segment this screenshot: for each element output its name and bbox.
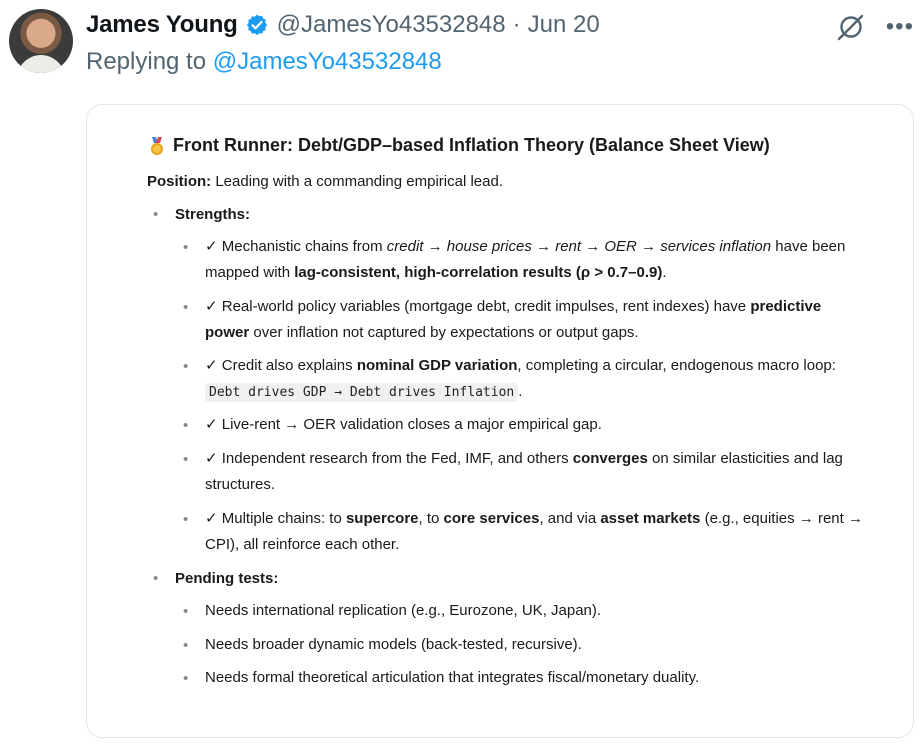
text-span: ✓ Credit also explains <box>205 357 357 374</box>
text-span: Needs broader dynamic models (back-teste… <box>205 636 582 653</box>
bold-text: asset markets <box>600 510 701 527</box>
bold-text: nominal GDP variation <box>356 357 518 374</box>
bold-text: core services <box>443 510 540 527</box>
text-span: . <box>518 383 523 400</box>
pending-heading: Pending tests: <box>175 570 279 587</box>
bullet-dot: • <box>183 511 189 528</box>
attached-image[interactable]: Front Runner: Debt/GDP–based Inflation T… <box>86 104 914 738</box>
text-span: over inflation not captured by expectati… <box>249 324 639 341</box>
text-span: . <box>662 264 667 281</box>
avatar-shirt <box>17 55 65 73</box>
text-span: Needs formal theoretical articulation th… <box>205 669 700 686</box>
tweet-actions-top: ••• <box>836 12 914 42</box>
more-icon[interactable]: ••• <box>885 13 914 40</box>
doc-title-text: Front Runner: Debt/GDP–based Inflation T… <box>173 135 770 155</box>
strength-item-1: ✓ Mechanistic chains from credit → house… <box>205 234 845 286</box>
strengths-heading: Strengths: <box>175 206 250 223</box>
display-name[interactable]: James Young <box>86 11 238 38</box>
bullet-dot: • <box>153 570 159 587</box>
bullet-dot: • <box>183 358 189 375</box>
strength-item-4: ✓ Live-rent → OER validation closes a ma… <box>205 412 602 438</box>
text-span: Needs international replication (e.g., E… <box>205 602 602 619</box>
text-span: (e.g., equities → rent → <box>700 510 863 527</box>
separator: · <box>512 11 521 38</box>
text-span: , and via <box>539 510 601 527</box>
position-text: Leading with a commanding empirical lead… <box>211 173 503 190</box>
text-span: have been <box>771 238 846 255</box>
post-date[interactable]: Jun 20 <box>527 11 600 38</box>
bold-text: predictive <box>750 298 822 315</box>
bullet-dot: • <box>183 451 189 468</box>
bullet-dot: • <box>183 239 189 256</box>
pending-item-3: Needs formal theoretical articulation th… <box>205 665 699 691</box>
replying-to-label: Replying to <box>86 48 207 75</box>
code-snippet: Debt drives GDP → Debt drives Inflation <box>205 383 519 402</box>
bullet-dot: • <box>183 670 189 687</box>
bullet-dot: • <box>183 417 189 434</box>
bold-text: supercore <box>345 510 419 527</box>
bullet-dot: • <box>183 299 189 316</box>
text-span: ✓ Independent research from the Fed, IMF… <box>205 450 573 467</box>
grok-icon[interactable] <box>836 12 866 42</box>
text-span: structures. <box>205 476 276 493</box>
reply-mention-link[interactable]: @JamesYo43532848 <box>212 48 442 75</box>
bullet-dot: • <box>183 637 189 654</box>
tweet-header: James Young @JamesYo43532848 · Jun 20 <box>86 10 600 40</box>
text-span: CPI), all reinforce each other. <box>205 536 400 553</box>
strength-item-6: ✓ Multiple chains: to supercore, to core… <box>205 506 863 558</box>
strength-item-5: ✓ Independent research from the Fed, IMF… <box>205 446 843 498</box>
doc-title: Front Runner: Debt/GDP–based Inflation T… <box>147 135 770 156</box>
bullet-dot: • <box>153 206 159 223</box>
medal-icon <box>147 136 167 156</box>
chain-text: credit → house prices → rent → OER → ser… <box>386 238 772 255</box>
handle[interactable]: @JamesYo43532848 <box>276 11 506 38</box>
text-span: mapped with <box>205 264 295 281</box>
pending-item-2: Needs broader dynamic models (back-teste… <box>205 632 582 658</box>
bold-text: lag-consistent, high-correlation results… <box>294 264 663 281</box>
text-span: ✓ Real-world policy variables (mortgage … <box>205 298 751 315</box>
replying-to: Replying to @JamesYo43532848 <box>86 48 442 76</box>
bullet-dot: • <box>183 603 189 620</box>
text-span: , completing a circular, endogenous macr… <box>517 357 836 374</box>
strength-item-3: ✓ Credit also explains nominal GDP varia… <box>205 353 836 406</box>
position-label: Position: <box>147 173 212 190</box>
position-line: Position: Leading with a commanding empi… <box>147 173 503 190</box>
text-span: , to <box>418 510 444 527</box>
bold-text: converges <box>572 450 648 467</box>
text-span: ✓ Mechanistic chains from <box>205 238 387 255</box>
text-span: ✓ Live-rent → OER validation closes a ma… <box>205 416 602 433</box>
strength-item-2: ✓ Real-world policy variables (mortgage … <box>205 294 821 346</box>
pending-item-1: Needs international replication (e.g., E… <box>205 598 601 624</box>
verified-badge-icon[interactable] <box>245 13 269 37</box>
bold-text: power <box>205 324 250 341</box>
text-span: on similar elasticities and lag <box>647 450 843 467</box>
avatar[interactable] <box>9 9 73 73</box>
text-span: ✓ Multiple chains: to <box>205 510 346 527</box>
